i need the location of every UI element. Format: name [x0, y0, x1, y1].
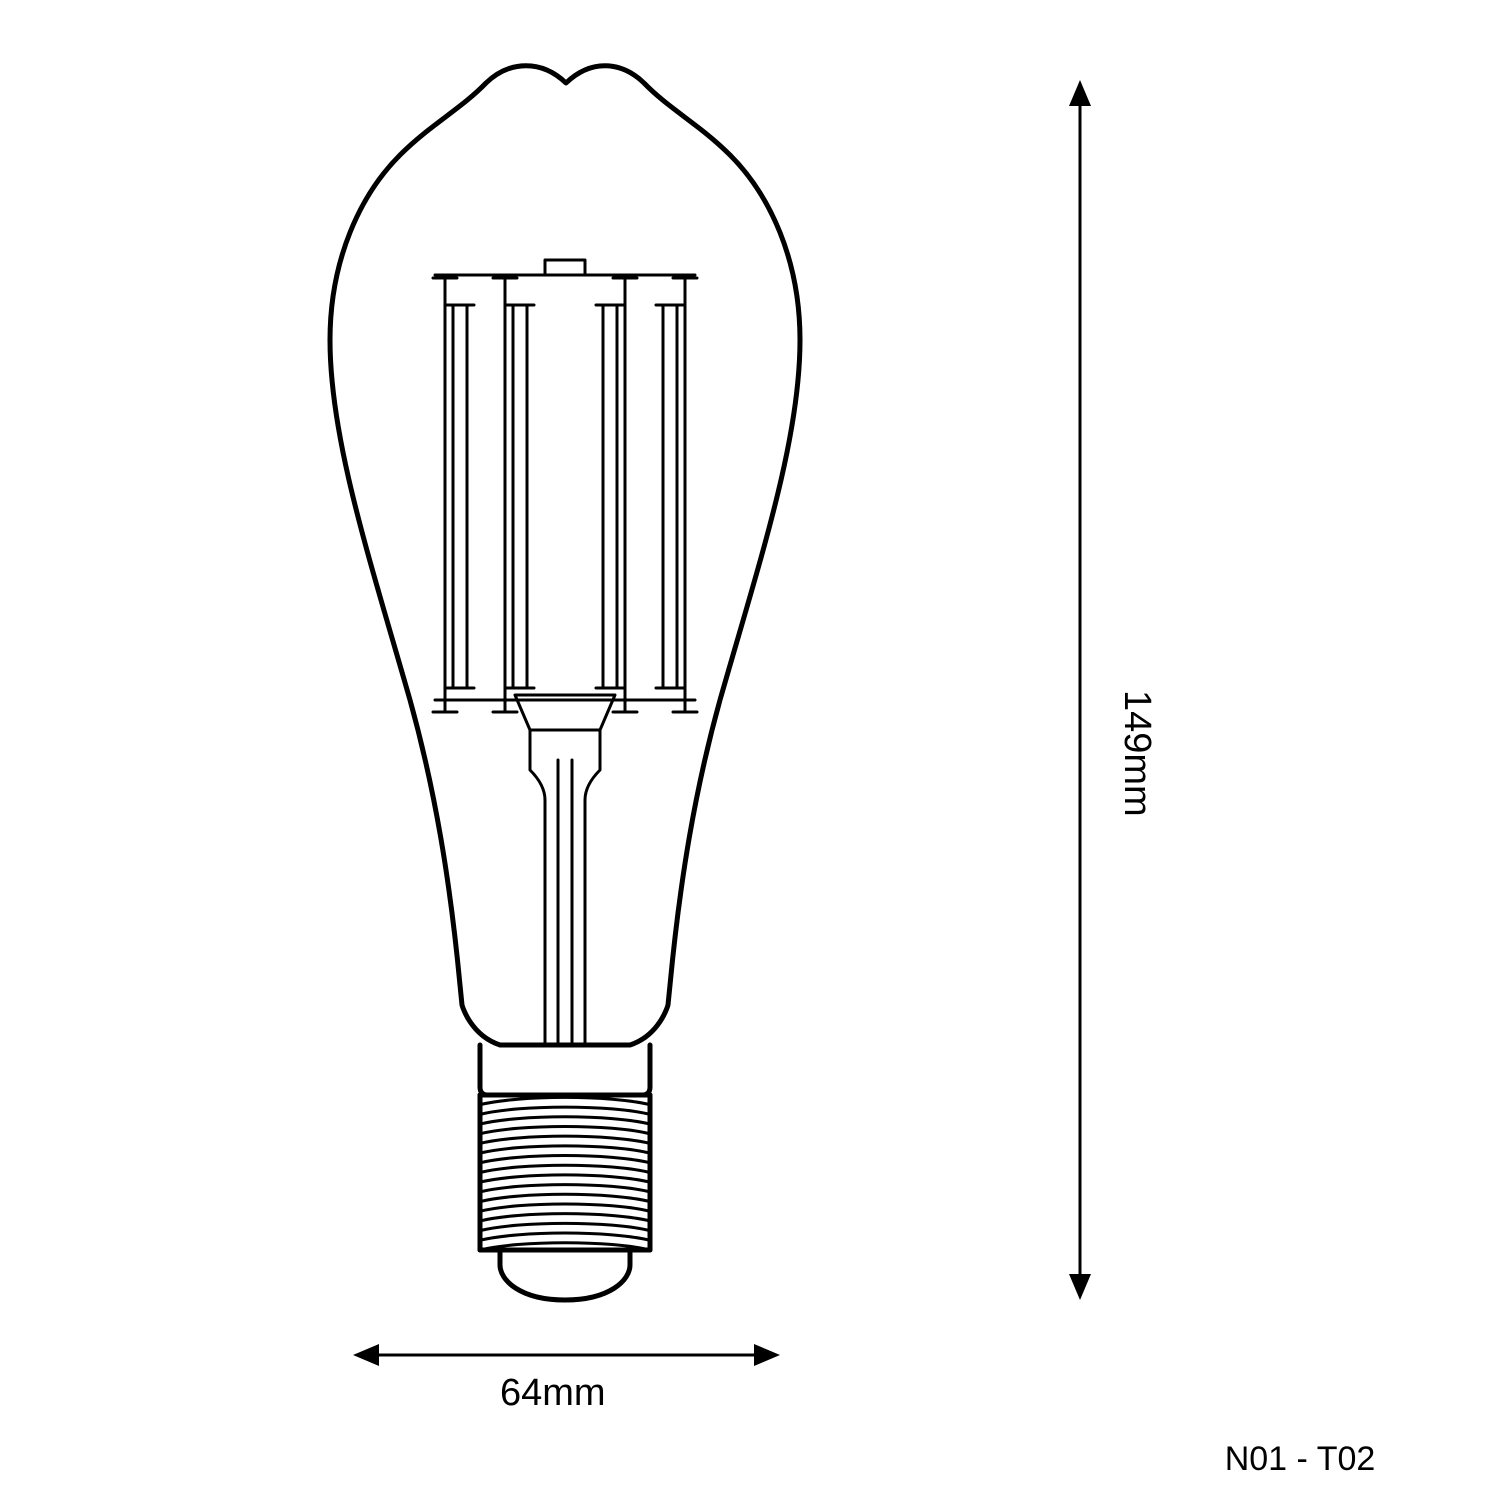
diagram-canvas: 64mm 149mm N01 - T02 [0, 0, 1500, 1500]
screw-base [480, 1095, 650, 1300]
dimension-height: 149mm [1080, 106, 1158, 1274]
width-label: 64mm [500, 1372, 606, 1414]
part-number: N01 - T02 [1225, 1440, 1376, 1478]
height-label: 149mm [1116, 690, 1158, 817]
bulb-outline [330, 66, 800, 1095]
dimension-width: 64mm [379, 1355, 754, 1414]
